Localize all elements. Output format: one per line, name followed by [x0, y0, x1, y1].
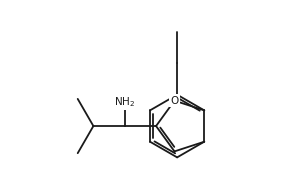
Text: NH$_2$: NH$_2$ [114, 96, 135, 109]
Text: O: O [170, 96, 179, 106]
